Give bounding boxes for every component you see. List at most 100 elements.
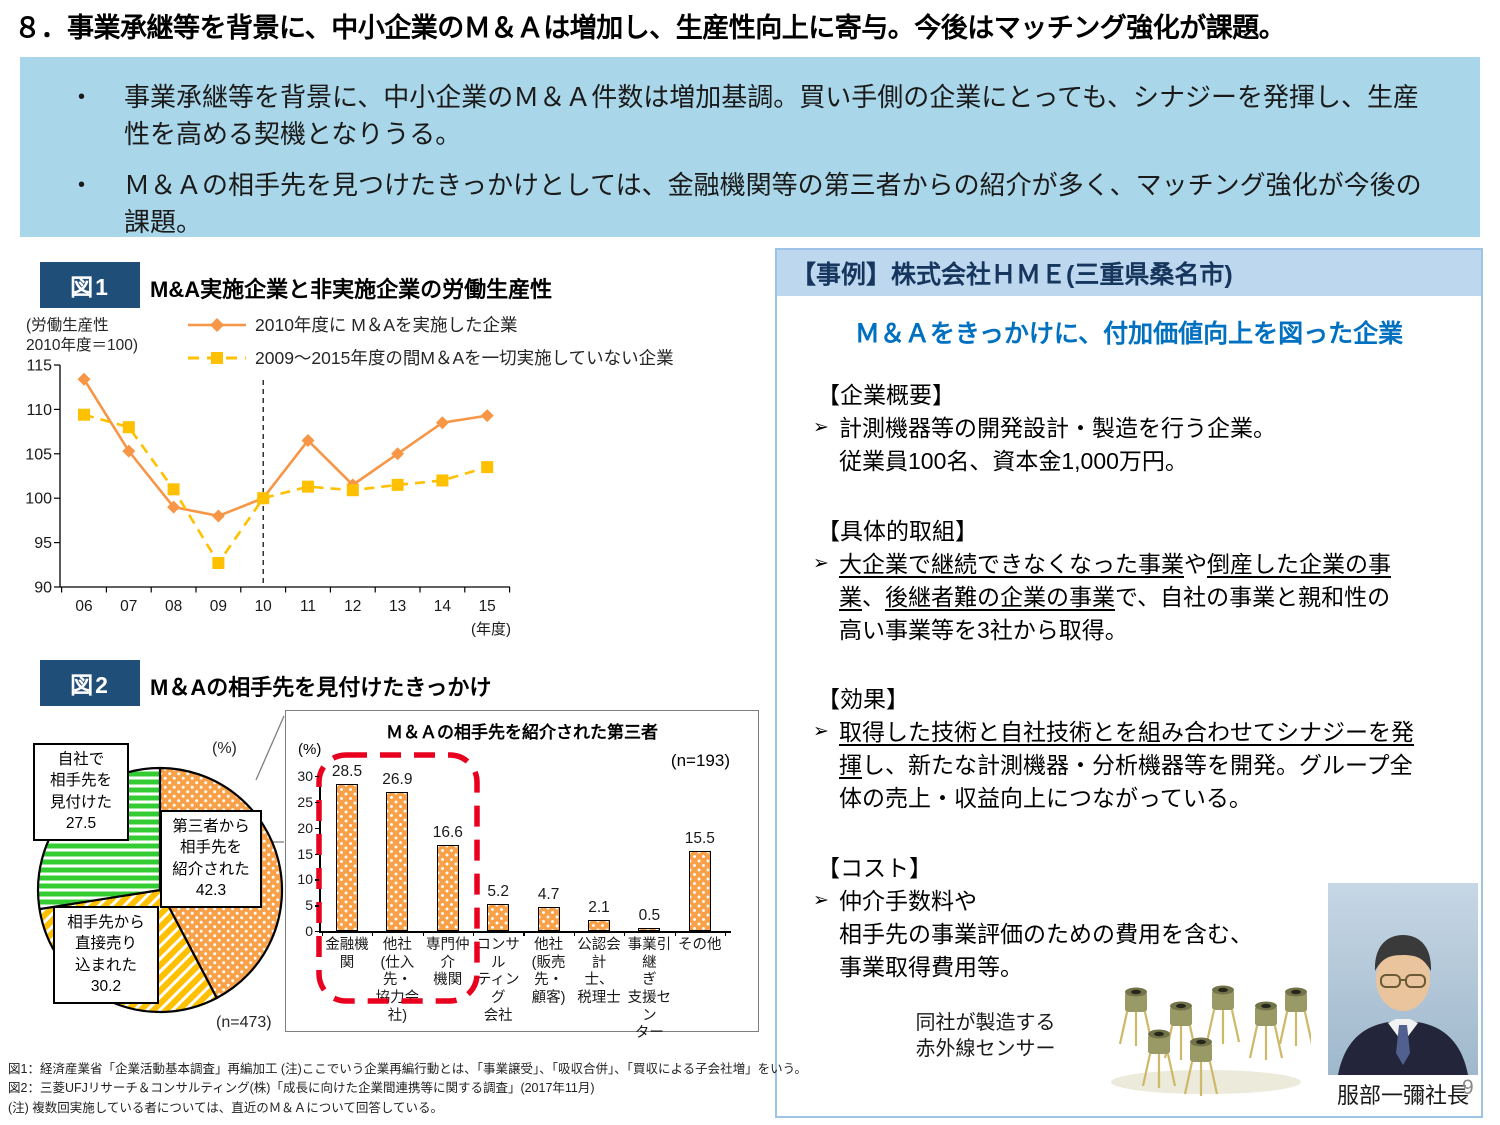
sensor-illustration-icon bbox=[1111, 985, 1314, 1096]
summary-bullet-2: • Ｍ＆Ａの相手先を見つけたきっかけとしては、金融機関等の第三者からの紹介が多く… bbox=[78, 167, 1430, 241]
case-content: Ｍ＆Ａをきっかけに、付加価値向上を図った企業 【企業概要】 ➢ 計測機器等の開発設計… bbox=[783, 298, 1478, 1112]
case-bullet-text: 取得した技術と自社技術とを組み合わせてシナジーを発 揮し、新たな計測機器・分析機器… bbox=[839, 719, 1414, 812]
bar-ytick-label: 5 bbox=[305, 897, 313, 914]
case-header: 【事例】株式会社ＨＭＥ(三重県桑名市) bbox=[777, 250, 1481, 296]
fig1-legend-row-2: 2009～2015年度の間M＆Aを一切実施していない企業 bbox=[188, 341, 674, 374]
bar-2 bbox=[436, 845, 459, 931]
svg-text:12: 12 bbox=[344, 598, 361, 615]
fig1-legend-label-2: 2009～2015年度の間M＆Aを一切実施していない企業 bbox=[255, 348, 674, 368]
bar-xtick-mark bbox=[473, 931, 475, 936]
bar-value-label: 15.5 bbox=[684, 829, 715, 847]
bar-xtick-mark bbox=[372, 931, 374, 936]
case-section-heading: 【コスト】 bbox=[817, 855, 932, 881]
bar-category-label: 専門仲介 機関 bbox=[426, 937, 470, 989]
bar-value-label: 28.5 bbox=[331, 762, 363, 780]
bar-0 bbox=[336, 783, 358, 931]
case-panel: 【事例】株式会社ＨＭＥ(三重県桑名市) Ｍ＆Ａをきっかけに、付加価値向上を図った… bbox=[775, 248, 1483, 1118]
bar-xtick-mark bbox=[725, 931, 727, 936]
bar-6 bbox=[638, 928, 661, 931]
bar-plot-area: 28.5 金融機関 26.9 他社 (仕入先・ 協力会 社) 16.6 専門仲介 機関 5.… bbox=[286, 711, 758, 1042]
page-number: 9 bbox=[1462, 1076, 1474, 1099]
highlight-dashed-box bbox=[316, 752, 480, 1004]
svg-text:95: 95 bbox=[34, 535, 52, 552]
bar-3 bbox=[487, 904, 510, 931]
bar-xtick-mark bbox=[321, 931, 324, 936]
pie-label-third-party: 第三者から 相手先を 紹介された 42.3 bbox=[160, 810, 262, 908]
bar-ytick-label: 0 bbox=[305, 923, 313, 939]
bar-7 bbox=[688, 850, 711, 931]
summary-bullet-1: • 事業承継等を背景に、中小企業のＭ＆Ａ件数は増加基調。買い手側の企業にとっても… bbox=[78, 79, 1430, 153]
bar-xtick-mark bbox=[523, 931, 525, 936]
bar-xtick-mark bbox=[573, 931, 576, 936]
svg-text:90: 90 bbox=[34, 580, 52, 597]
fig1-legend: 2010年度に M＆Aを実施した企業 2009～2015年度の間M＆Aを一切実施… bbox=[188, 308, 674, 374]
bar-unit-label: (%) bbox=[298, 741, 322, 758]
bar-ytick-label: 10 bbox=[297, 871, 313, 888]
bar-xtick-mark bbox=[422, 931, 424, 936]
pie-n-label: (n=473) bbox=[216, 1014, 272, 1031]
bar-value-label: 5.2 bbox=[487, 883, 509, 901]
case-bullet-text: 仲介手数料や 相手先の事業評価のための費用を含む、 事業取得費用等。 bbox=[839, 888, 1253, 980]
case-bullet: ➢ 大企業で継続できなくなった事業や倒産した企業の事 業、後継者難の企業の事業で、自… bbox=[813, 548, 1451, 647]
legend-line-solid-diamond-icon bbox=[188, 317, 246, 332]
case-sections: 【企業概要】 ➢ 計測機器等の開発設計・製造を行う企業。 従業員100名、資本金1,0… bbox=[783, 350, 1475, 984]
footnote-2: 図2：三菱UFJリサーチ＆コンサルティング(株)「成長に向けた企業間連携等に関す… bbox=[8, 1081, 595, 1096]
fig1-title: M&A実施企業と非実施企業の労働生産性 bbox=[150, 277, 553, 302]
president-caption: 服部一彌社長 bbox=[1336, 1083, 1469, 1108]
fig1-line-chart: 90 95 100 105 110 115 06 07 08 09 10 11 12 13 14 15 (年度) bbox=[25, 358, 511, 639]
footnote-3: (注) 複数回実施している者については、直近のＭ＆Ａについて回答している。 bbox=[8, 1100, 444, 1115]
bar-category-label: 他社 (販売先・ 顧客) bbox=[531, 937, 566, 1007]
case-bullet: ➢ 仲介手数料や 相手先の事業評価のための費用を含む、 事業取得費用等。 bbox=[813, 885, 1451, 984]
president-photo bbox=[1328, 883, 1478, 1075]
bar-ytick-mark bbox=[315, 905, 319, 907]
svg-text:07: 07 bbox=[120, 598, 137, 615]
bar-ytick-mark bbox=[315, 853, 319, 855]
svg-text:105: 105 bbox=[25, 446, 52, 463]
fig2-bar-box: Ｍ＆Ａの相手先を紹介された第三者 (n=193) (%) 28.5 金融機関 26.… bbox=[285, 710, 759, 1042]
fig1-y-axis-unit: (労働生産性 2010年度＝100) bbox=[26, 317, 139, 355]
fig2-wrap: (%) 自社で 相手先を 見付けた 27.5 第三者から 相手先を 紹介された … bbox=[20, 700, 765, 1052]
svg-text:11: 11 bbox=[300, 598, 316, 615]
bar-ytick-label: 30 bbox=[297, 768, 313, 784]
footnotes: 図1：経済産業省「企業活動基本調査」再編加工 (注)ここでいう企業再編行動とは、… bbox=[8, 1060, 807, 1118]
case-section-1: 【具体的取組】 ➢ 大企業で継続できなくなった事業や倒産した企業の事 業、後継者難の企… bbox=[813, 512, 1451, 647]
bar-x-axis bbox=[319, 931, 731, 933]
bar-category-label: 金融機関 bbox=[325, 937, 369, 971]
bullet-dot-icon: • bbox=[78, 86, 86, 108]
arrow-bullet-icon: ➢ bbox=[813, 890, 829, 911]
pie-unit-label: (%) bbox=[212, 740, 237, 757]
svg-text:13: 13 bbox=[389, 598, 406, 615]
case-section-2: 【効果】 ➢ 取得した技術と自社技術とを組み合わせてシナジーを発 揮し、新たな計測機器… bbox=[813, 680, 1451, 815]
arrow-bullet-icon: ➢ bbox=[813, 417, 829, 438]
fig2-title: M＆Aの相手先を見付けたきっかけ bbox=[150, 675, 492, 700]
legend-line-dashed-square-icon bbox=[188, 351, 246, 364]
bar-5 bbox=[588, 920, 610, 931]
bullet-dot-icon: • bbox=[78, 173, 86, 196]
bar-value-label: 2.1 bbox=[588, 899, 610, 917]
summary-bullet-2-text: Ｍ＆Ａの相手先を見つけたきっかけとしては、金融機関等の第三者からの紹介が多く、マ… bbox=[124, 169, 1422, 237]
bar-ytick-mark bbox=[315, 827, 319, 830]
case-bullet: ➢ 取得した技術と自社技術とを組み合わせてシナジーを発 揮し、新たな計測機器・分析機… bbox=[813, 716, 1451, 815]
case-section-heading: 【効果】 bbox=[817, 686, 909, 713]
page-title: ８．事業承継等を背景に、中小企業のＭ＆Ａは増加し、生産性向上に寄与。今後はマッチ… bbox=[14, 13, 1286, 43]
arrow-bullet-icon: ➢ bbox=[813, 721, 829, 743]
svg-text:(年度): (年度) bbox=[471, 621, 511, 638]
bar-value-label: 16.6 bbox=[432, 824, 463, 842]
sensor-caption: 同社が製造する 赤外線センサー bbox=[915, 1012, 1056, 1060]
bar-n-label: (n=193) bbox=[670, 751, 730, 770]
bar-ytick-mark bbox=[315, 801, 319, 804]
svg-text:06: 06 bbox=[75, 598, 92, 615]
summary-bullet-1-text: 事業承継等を背景に、中小企業のＭ＆Ａ件数は増加基調。買い手側の企業にとっても、シ… bbox=[124, 82, 1420, 149]
svg-text:15: 15 bbox=[479, 598, 496, 615]
case-section-3: 【コスト】 ➢ 仲介手数料や 相手先の事業評価のための費用を含む、 事業取得費用等。 bbox=[813, 849, 1451, 984]
arrow-bullet-icon: ➢ bbox=[813, 552, 829, 574]
bar-ytick-mark bbox=[315, 776, 319, 778]
svg-text:08: 08 bbox=[165, 598, 182, 615]
bar-1 bbox=[386, 792, 409, 931]
bar-xtick-mark bbox=[624, 931, 626, 936]
fig1-legend-row-1: 2010年度に M＆Aを実施した企業 bbox=[188, 308, 674, 341]
case-section-0: 【企業概要】 ➢ 計測機器等の開発設計・製造を行う企業。 従業員100名、資本金1,0… bbox=[813, 376, 1451, 478]
bar-ytick-mark bbox=[315, 931, 319, 933]
svg-text:09: 09 bbox=[210, 598, 227, 615]
bar-category-label: 事業引継 ぎ 支援セン ター bbox=[627, 937, 672, 1042]
